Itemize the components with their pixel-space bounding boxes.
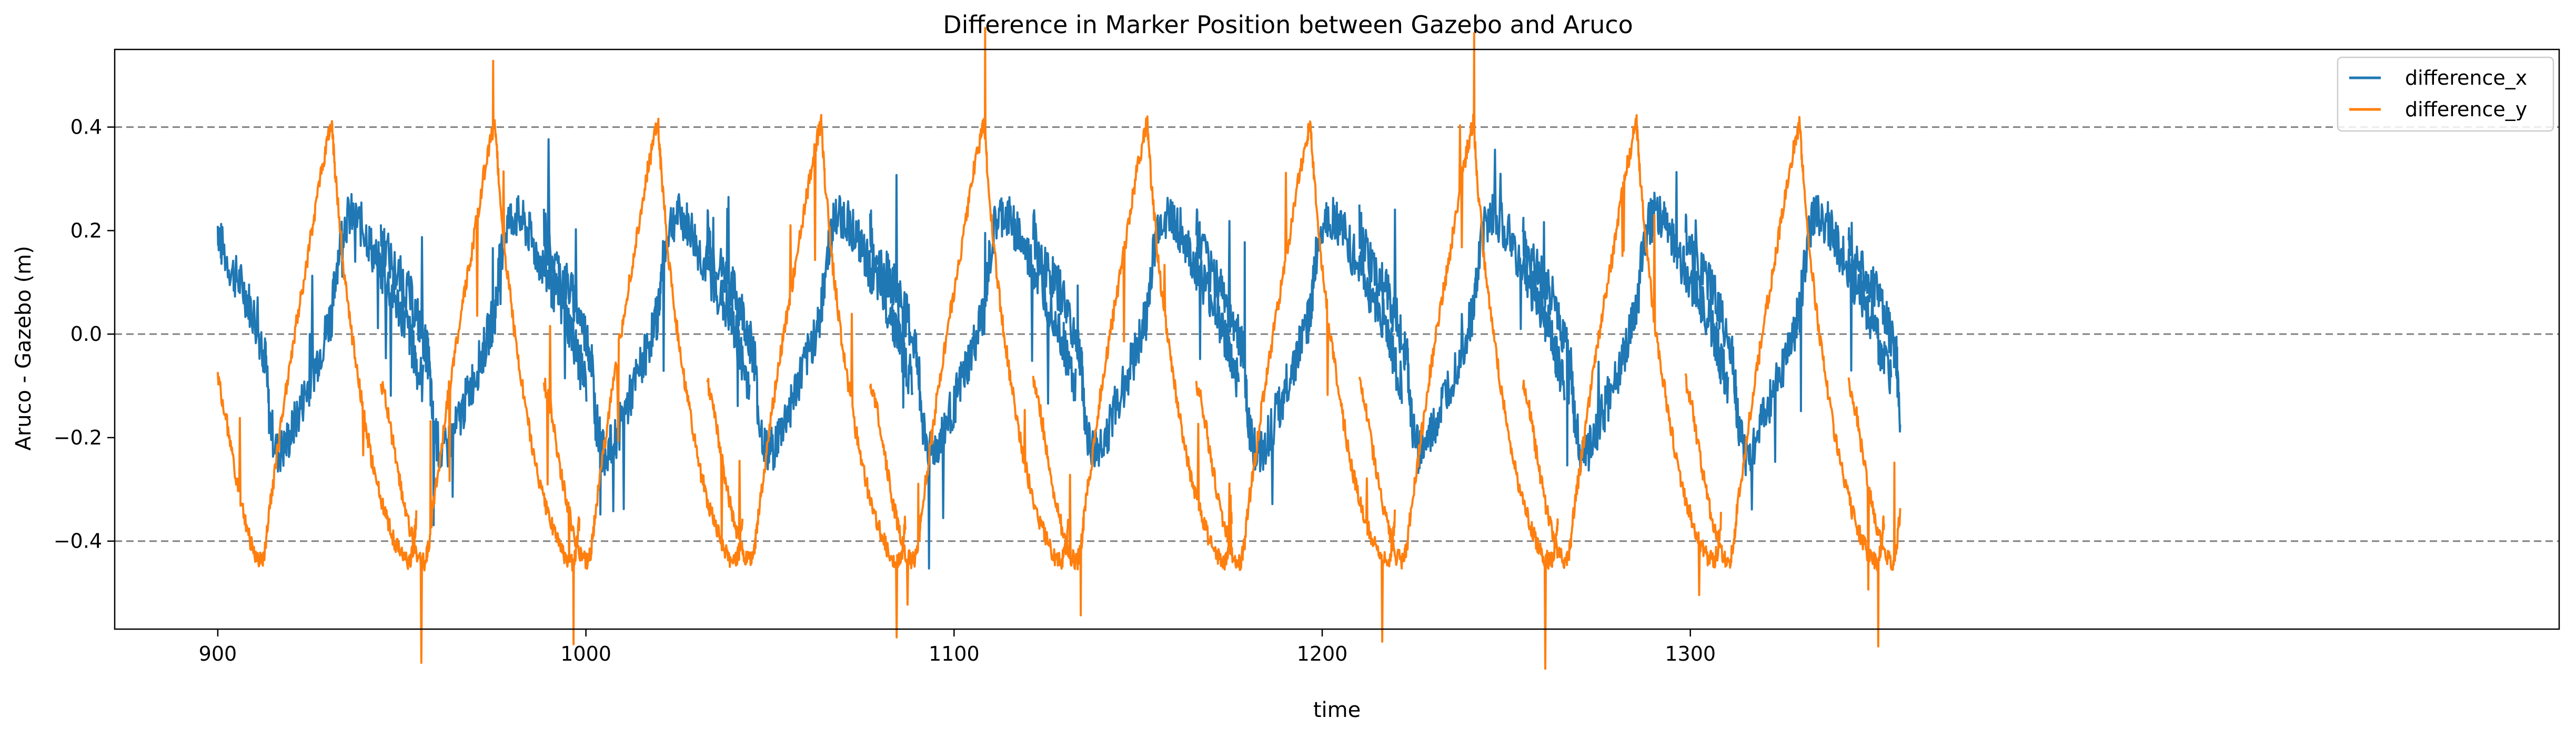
series-line-segment (379, 195, 588, 527)
legend-label-difference-x: difference_x (2405, 66, 2527, 89)
series-line-segment (1522, 114, 1722, 597)
series-layer (216, 27, 1901, 670)
y-tick-label: −0.4 (54, 530, 102, 553)
y-tick-label: 0.0 (71, 322, 102, 346)
series-line-segment (379, 59, 581, 664)
x-tick-label: 900 (199, 642, 237, 665)
legend-label-difference-y: difference_y (2405, 98, 2527, 121)
y-tick-label: −0.2 (54, 426, 102, 449)
legend-box (2337, 56, 2554, 132)
series-line-segment (1195, 120, 1396, 643)
x-tick-label: 1000 (560, 642, 611, 665)
series-line-segment (1358, 32, 1559, 670)
series-line-segment (869, 174, 1077, 570)
series-line-segment (542, 117, 744, 570)
legend: difference_x difference_y (2337, 56, 2554, 132)
x-tick-label: 1200 (1297, 642, 1348, 665)
x-axis-label: time (1313, 698, 1361, 722)
series-line-segment (542, 138, 751, 516)
series-line-segment (1847, 221, 1901, 433)
x-tick-label: 1100 (929, 642, 980, 665)
y-tick-label: 0.4 (71, 116, 102, 139)
series-line-segment (706, 114, 907, 639)
series-difference-x (216, 138, 1901, 570)
series-line-segment (1684, 116, 1885, 648)
plot-frame (114, 48, 2560, 630)
series-difference-y (216, 27, 1901, 670)
series-line-segment (216, 193, 425, 473)
chart-title: Difference in Marker Position between Ga… (943, 11, 1633, 39)
y-tick-label: 0.2 (71, 219, 102, 242)
y-axis-ticks: −0.4 −0.2 0.0 0.2 0.4 (54, 116, 115, 553)
series-line-segment (1847, 377, 1901, 591)
series-line-segment (869, 27, 1070, 606)
series-line-segment (1032, 115, 1233, 616)
series-line-segment (1358, 148, 1566, 474)
series-line-segment (216, 120, 418, 570)
x-tick-label: 1300 (1665, 642, 1716, 665)
reference-lines (115, 126, 2559, 542)
series-line-segment (1195, 197, 1403, 506)
y-axis-label: Aruco - Gazebo (m) (12, 246, 36, 450)
x-axis-ticks: 900 1000 1100 1200 1300 (199, 629, 1716, 665)
series-line-segment (1521, 171, 1729, 473)
